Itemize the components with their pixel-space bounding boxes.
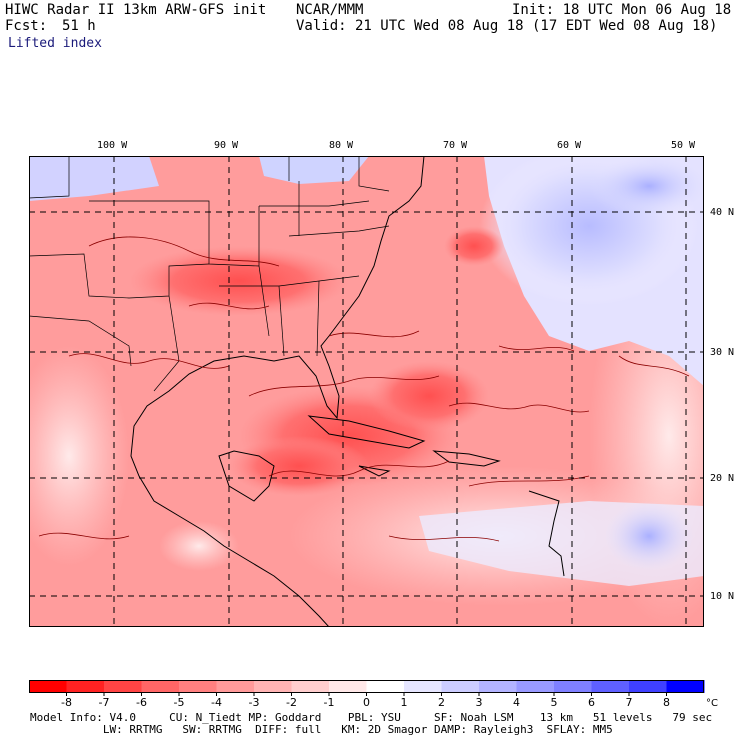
model-title: HIWC Radar II 13km ARW-GFS init: [5, 2, 267, 18]
lat-label-10n: 10 N: [710, 591, 735, 602]
colorbar-swatch: [366, 680, 405, 693]
field-pale-mexico: [29, 346, 129, 566]
lon-label-80w: 80 W: [329, 140, 354, 151]
lifted-index-map: [29, 156, 704, 627]
field-hot-bahamas: [369, 361, 489, 431]
field-hot-yucatan: [229, 436, 369, 496]
colorbar-swatch: [29, 680, 67, 693]
colorbar-tick-label: -8: [61, 696, 72, 709]
colorbar-swatch: [516, 680, 555, 693]
colorbar-swatch: [404, 680, 442, 693]
colorbar-frame: [29, 680, 704, 693]
colorbar-swatch: [441, 680, 480, 693]
colorbar-swatch: [554, 680, 592, 693]
field-hot-plains: [129, 246, 349, 316]
field-pale-pacific: [159, 521, 239, 571]
colorbar-swatch: [216, 680, 255, 693]
contours: [38, 236, 690, 542]
colorbar-swatch: [591, 680, 630, 693]
field-blue-lakes: [259, 156, 369, 184]
lon-label-100w: 100 W: [97, 140, 128, 151]
colorbar-swatch: [179, 680, 217, 693]
colorbar-tick-label: 2: [438, 696, 445, 709]
colorbar-swatch: [329, 680, 367, 693]
colorbar-swatch: [66, 680, 105, 693]
colorbar-tick-label: -2: [286, 696, 297, 709]
lon-label-70w: 70 W: [443, 140, 468, 151]
colorbar-tick-label: -5: [174, 696, 185, 709]
borders: [29, 156, 390, 392]
colorbar-tick-label: -6: [136, 696, 147, 709]
field-blue-northwest: [29, 156, 159, 201]
colorbar-tick-label: -7: [99, 696, 110, 709]
init-time: Init: 18 UTC Mon 06 Aug 18: [512, 2, 732, 18]
field-blue-south: [604, 501, 694, 571]
lat-label-20n: 20 N: [710, 473, 735, 484]
valid-time: Valid: 21 UTC Wed 08 Aug 18 (17 EDT Wed …: [296, 18, 718, 34]
colorbar-tick-label: 8: [663, 696, 670, 709]
field-name: Lifted index: [8, 36, 102, 51]
colorbar-swatch: [254, 680, 292, 693]
colorbar-swatch: [629, 680, 667, 693]
organization: NCAR/MMM: [296, 2, 364, 18]
colorbar-tick-label: -3: [249, 696, 260, 709]
forecast-hour: 51 h: [62, 18, 96, 34]
colorbar-swatch: [141, 680, 180, 693]
lat-label-30n: 30 N: [710, 347, 735, 358]
colorbar-tick-label: 5: [551, 696, 558, 709]
colorbar-tick-label: -4: [211, 696, 222, 709]
model-info-line2: LW: RRTMG SW: RRTMG DIFF: full KM: 2D Sm…: [30, 723, 613, 736]
colorbar-tick-label: 3: [476, 696, 483, 709]
forecast-label: Fcst:: [5, 18, 48, 34]
lon-label-90w: 90 W: [214, 140, 239, 151]
colorbar: -8 -7 -6 -5 -4 -3 -2 -1 0 1 2 3 4 5 6 7 8 °C: [29, 680, 718, 709]
colorbar-swatch: [291, 680, 330, 693]
colorbar-swatch: [479, 680, 517, 693]
colorbar-unit: °C: [706, 698, 718, 709]
colorbar-tick-label: 4: [513, 696, 520, 709]
colorbar-tick-label: 7: [626, 696, 633, 709]
colorbar-tick-label: 6: [588, 696, 595, 709]
colorbar-tick-label: 0: [363, 696, 370, 709]
coastlines: [130, 156, 565, 627]
model-info-line1: Model Info: V4.0 CU: N_Tiedt MP: Goddard…: [30, 711, 713, 724]
lon-label-60w: 60 W: [557, 140, 582, 151]
field-blue-north: [589, 156, 704, 216]
graticule: [29, 156, 704, 627]
field-hot-gulfstream: [444, 226, 504, 266]
lon-label-50w: 50 W: [671, 140, 696, 151]
colorbar-swatch: [666, 680, 705, 693]
lat-label-40n: 40 N: [710, 207, 735, 218]
colorbar-tick-label: 1: [401, 696, 408, 709]
map-frame: [29, 156, 704, 627]
colorbar-tick-label: -1: [324, 696, 335, 709]
colorbar-swatch: [104, 680, 142, 693]
